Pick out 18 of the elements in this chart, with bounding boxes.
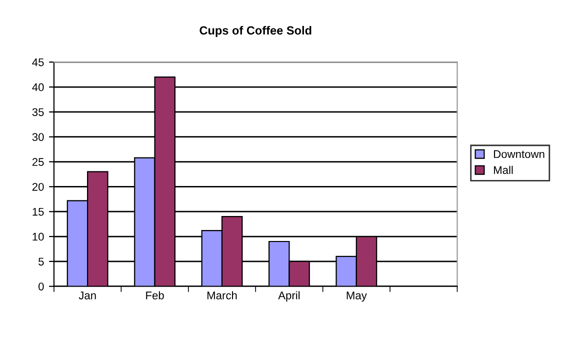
y-tick-label: 45 xyxy=(32,58,44,66)
x-tick-label: Jan xyxy=(78,292,96,300)
y-tick-label: 40 xyxy=(32,83,44,92)
x-tick-label: May xyxy=(346,292,367,302)
chart-title: Cups of Coffee Sold xyxy=(200,26,312,37)
y-tick-label: 20 xyxy=(32,182,44,191)
y-tick-label: 5 xyxy=(38,258,44,266)
y-tick-label: 0 xyxy=(38,282,44,290)
y-tick-label: 35 xyxy=(32,108,44,116)
x-tick-label: March xyxy=(207,291,237,300)
y-tick-label: 15 xyxy=(32,208,44,216)
x-tick-label: April xyxy=(278,291,300,302)
y-tick-label: 30 xyxy=(32,133,44,141)
x-tick-label: Feb xyxy=(146,291,164,300)
legend-label: Mall xyxy=(494,166,513,174)
legend-label: Downtown xyxy=(494,150,544,158)
y-tick-label: 25 xyxy=(32,158,44,166)
y-tick-label: 10 xyxy=(32,232,44,241)
